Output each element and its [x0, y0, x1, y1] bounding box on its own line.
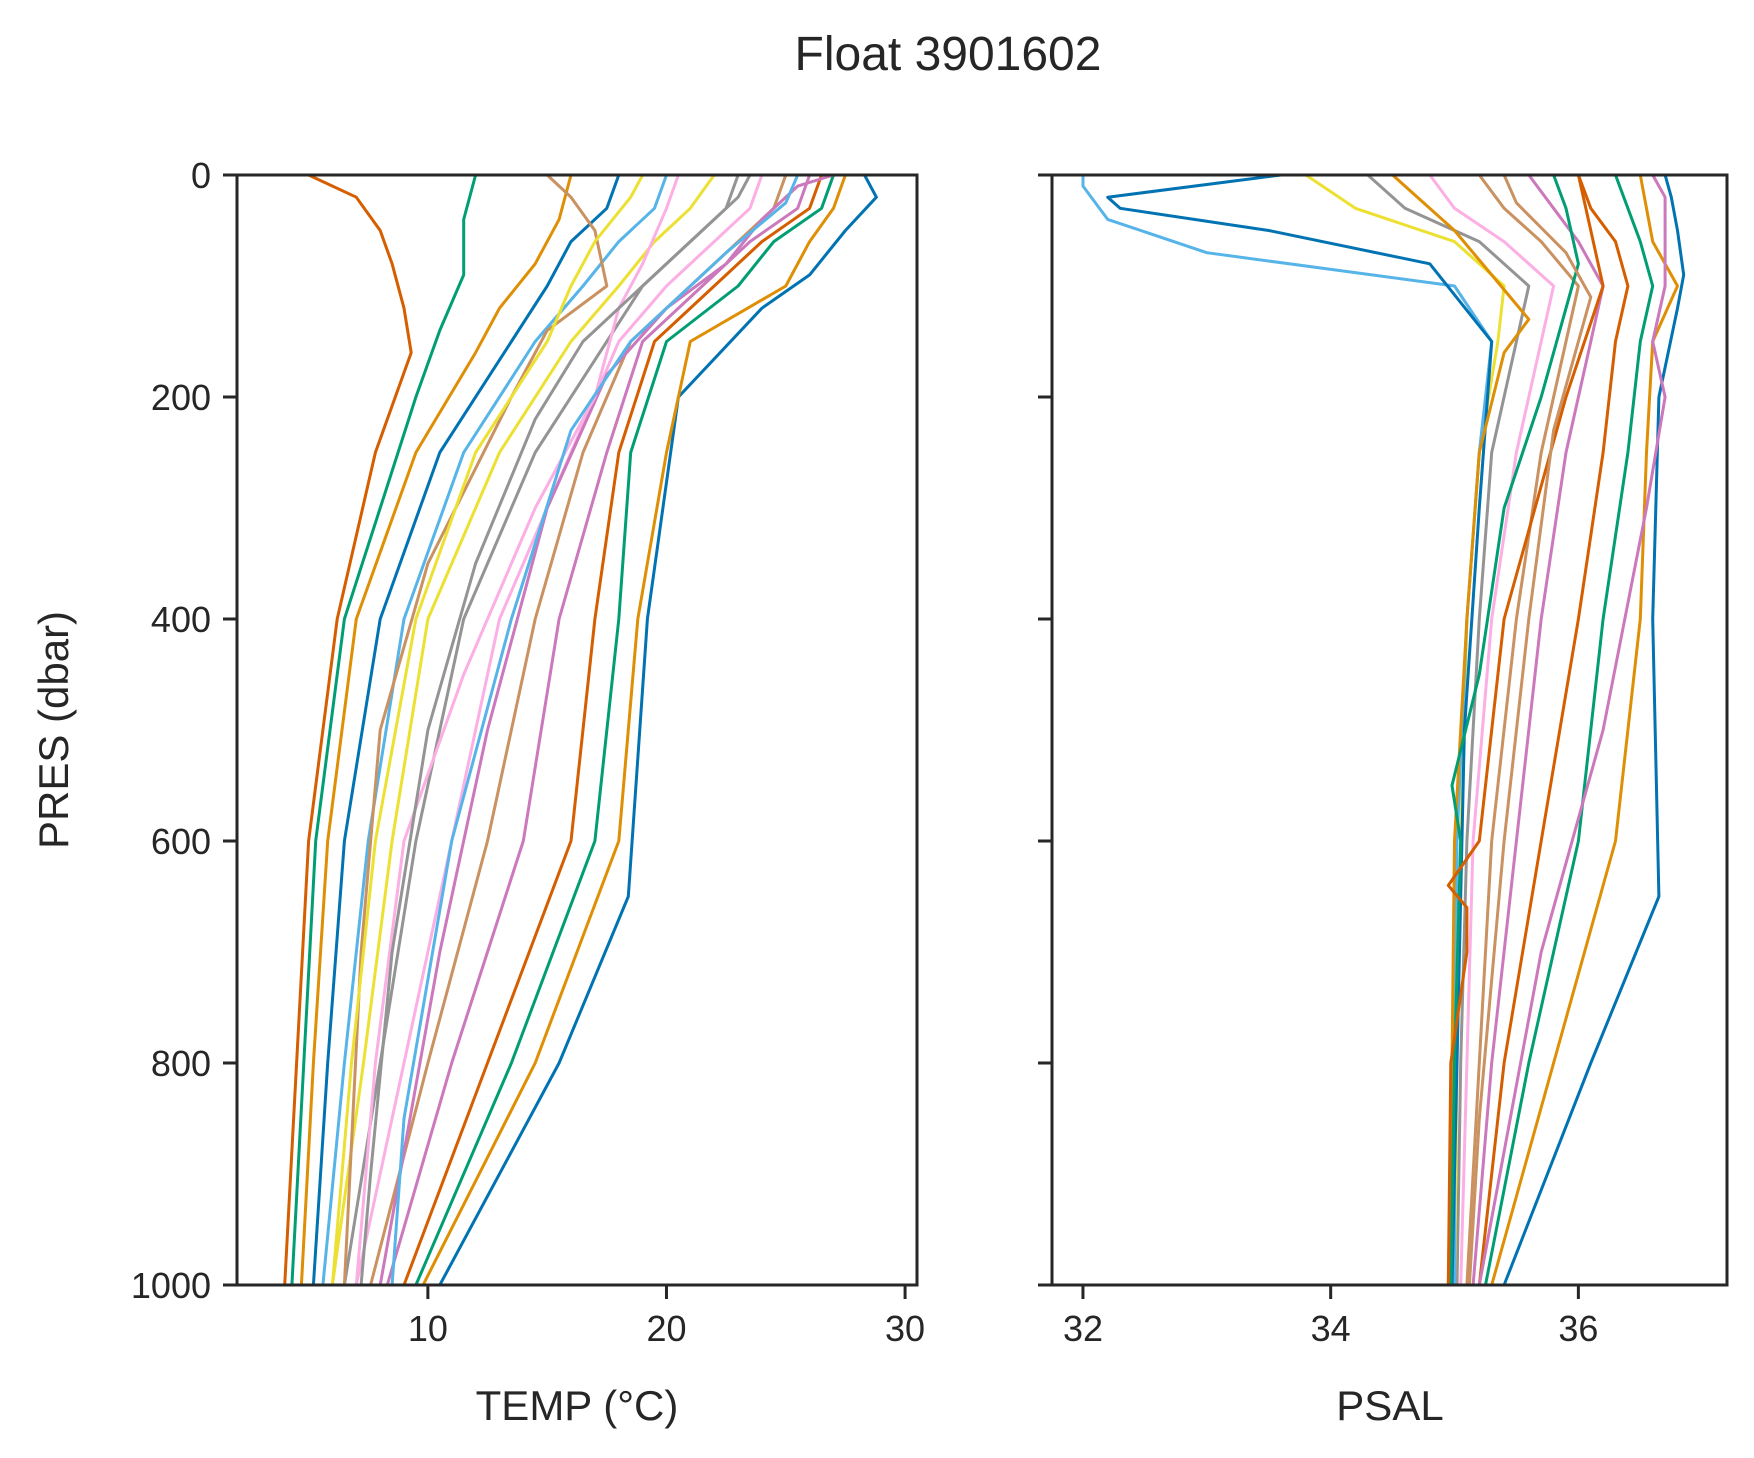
- psal-profile-line: [1428, 173, 1556, 1287]
- psal-profile-line: [1391, 173, 1531, 1287]
- temp-profile-line: [421, 173, 847, 1287]
- pres-y-tick-label: 600: [151, 821, 211, 862]
- temp-profile-line: [402, 173, 824, 1287]
- temp-panel: 10 20 30 0 200 400 600 800 1000 TEMP (°C) PRES …: [30, 155, 925, 1429]
- psal-profile-line: [1477, 173, 1630, 1287]
- temp-x-tick-label: 20: [646, 1308, 686, 1349]
- temp-profile-line: [390, 173, 800, 1287]
- temp-x-tick-label: 10: [408, 1308, 448, 1349]
- pres-y-tick-label: 400: [151, 599, 211, 640]
- psal-profile-line: [1502, 173, 1686, 1287]
- temp-profile-line: [330, 173, 716, 1287]
- psal-x-tick-label: 34: [1311, 1308, 1351, 1349]
- temp-axes-frame: [235, 173, 919, 1287]
- pres-y-axis-label: PRES (dbar): [30, 611, 77, 849]
- temp-profile-line: [369, 173, 788, 1287]
- temp-profile-line: [359, 173, 752, 1287]
- psal-profile-line: [1449, 173, 1580, 1287]
- pres-y-tick-label: 1000: [131, 1265, 211, 1306]
- psal-panel: 32 34 36 PSAL: [1038, 173, 1729, 1429]
- figure-title: Float 3901602: [795, 28, 1102, 81]
- temp-x-tick-label: 30: [885, 1308, 925, 1349]
- temp-profile-line: [378, 173, 835, 1287]
- psal-profile-line: [1471, 173, 1605, 1287]
- temp-profile-line: [330, 173, 645, 1287]
- psal-y-ticks: [1038, 173, 1052, 1287]
- psal-profile-line: [1366, 173, 1531, 1287]
- temp-profile-lines: [283, 173, 878, 1287]
- pres-y-tick-label: 0: [191, 155, 211, 196]
- psal-x-axis-label: PSAL: [1336, 1382, 1443, 1429]
- psal-profile-lines: [1081, 173, 1686, 1287]
- psal-profile-line: [1490, 173, 1679, 1287]
- psal-axes-frame: [1050, 173, 1729, 1287]
- psal-x-tick-label: 32: [1063, 1308, 1103, 1349]
- psal-x-ticks: 32 34 36: [1063, 1285, 1598, 1349]
- temp-profile-line: [311, 173, 621, 1287]
- psal-profile-line: [1446, 173, 1605, 1287]
- pres-y-tick-label: 800: [151, 1043, 211, 1084]
- temp-profile-line: [438, 173, 878, 1287]
- temp-profile-line: [342, 173, 609, 1287]
- temp-profile-line: [321, 173, 668, 1287]
- temp-profile-line: [290, 173, 478, 1287]
- temp-x-axis-label: TEMP (°C): [476, 1382, 679, 1429]
- temp-profile-line: [299, 173, 573, 1287]
- psal-x-tick-label: 36: [1558, 1308, 1598, 1349]
- temp-profile-line: [354, 173, 764, 1287]
- psal-profile-line: [1477, 173, 1667, 1287]
- temp-y-ticks: 0 200 400 600 800 1000: [131, 155, 237, 1306]
- pres-y-tick-label: 200: [151, 377, 211, 418]
- temp-x-ticks: 10 20 30: [408, 1285, 925, 1349]
- temp-profile-line: [385, 173, 812, 1287]
- psal-profile-line: [1106, 173, 1494, 1287]
- psal-profile-line: [1465, 173, 1580, 1287]
- psal-profile-line: [1467, 173, 1593, 1287]
- temp-profile-line: [283, 173, 413, 1287]
- psal-profile-line: [1484, 173, 1655, 1287]
- temp-profile-line: [414, 173, 835, 1287]
- psal-profile-line: [1081, 173, 1494, 1287]
